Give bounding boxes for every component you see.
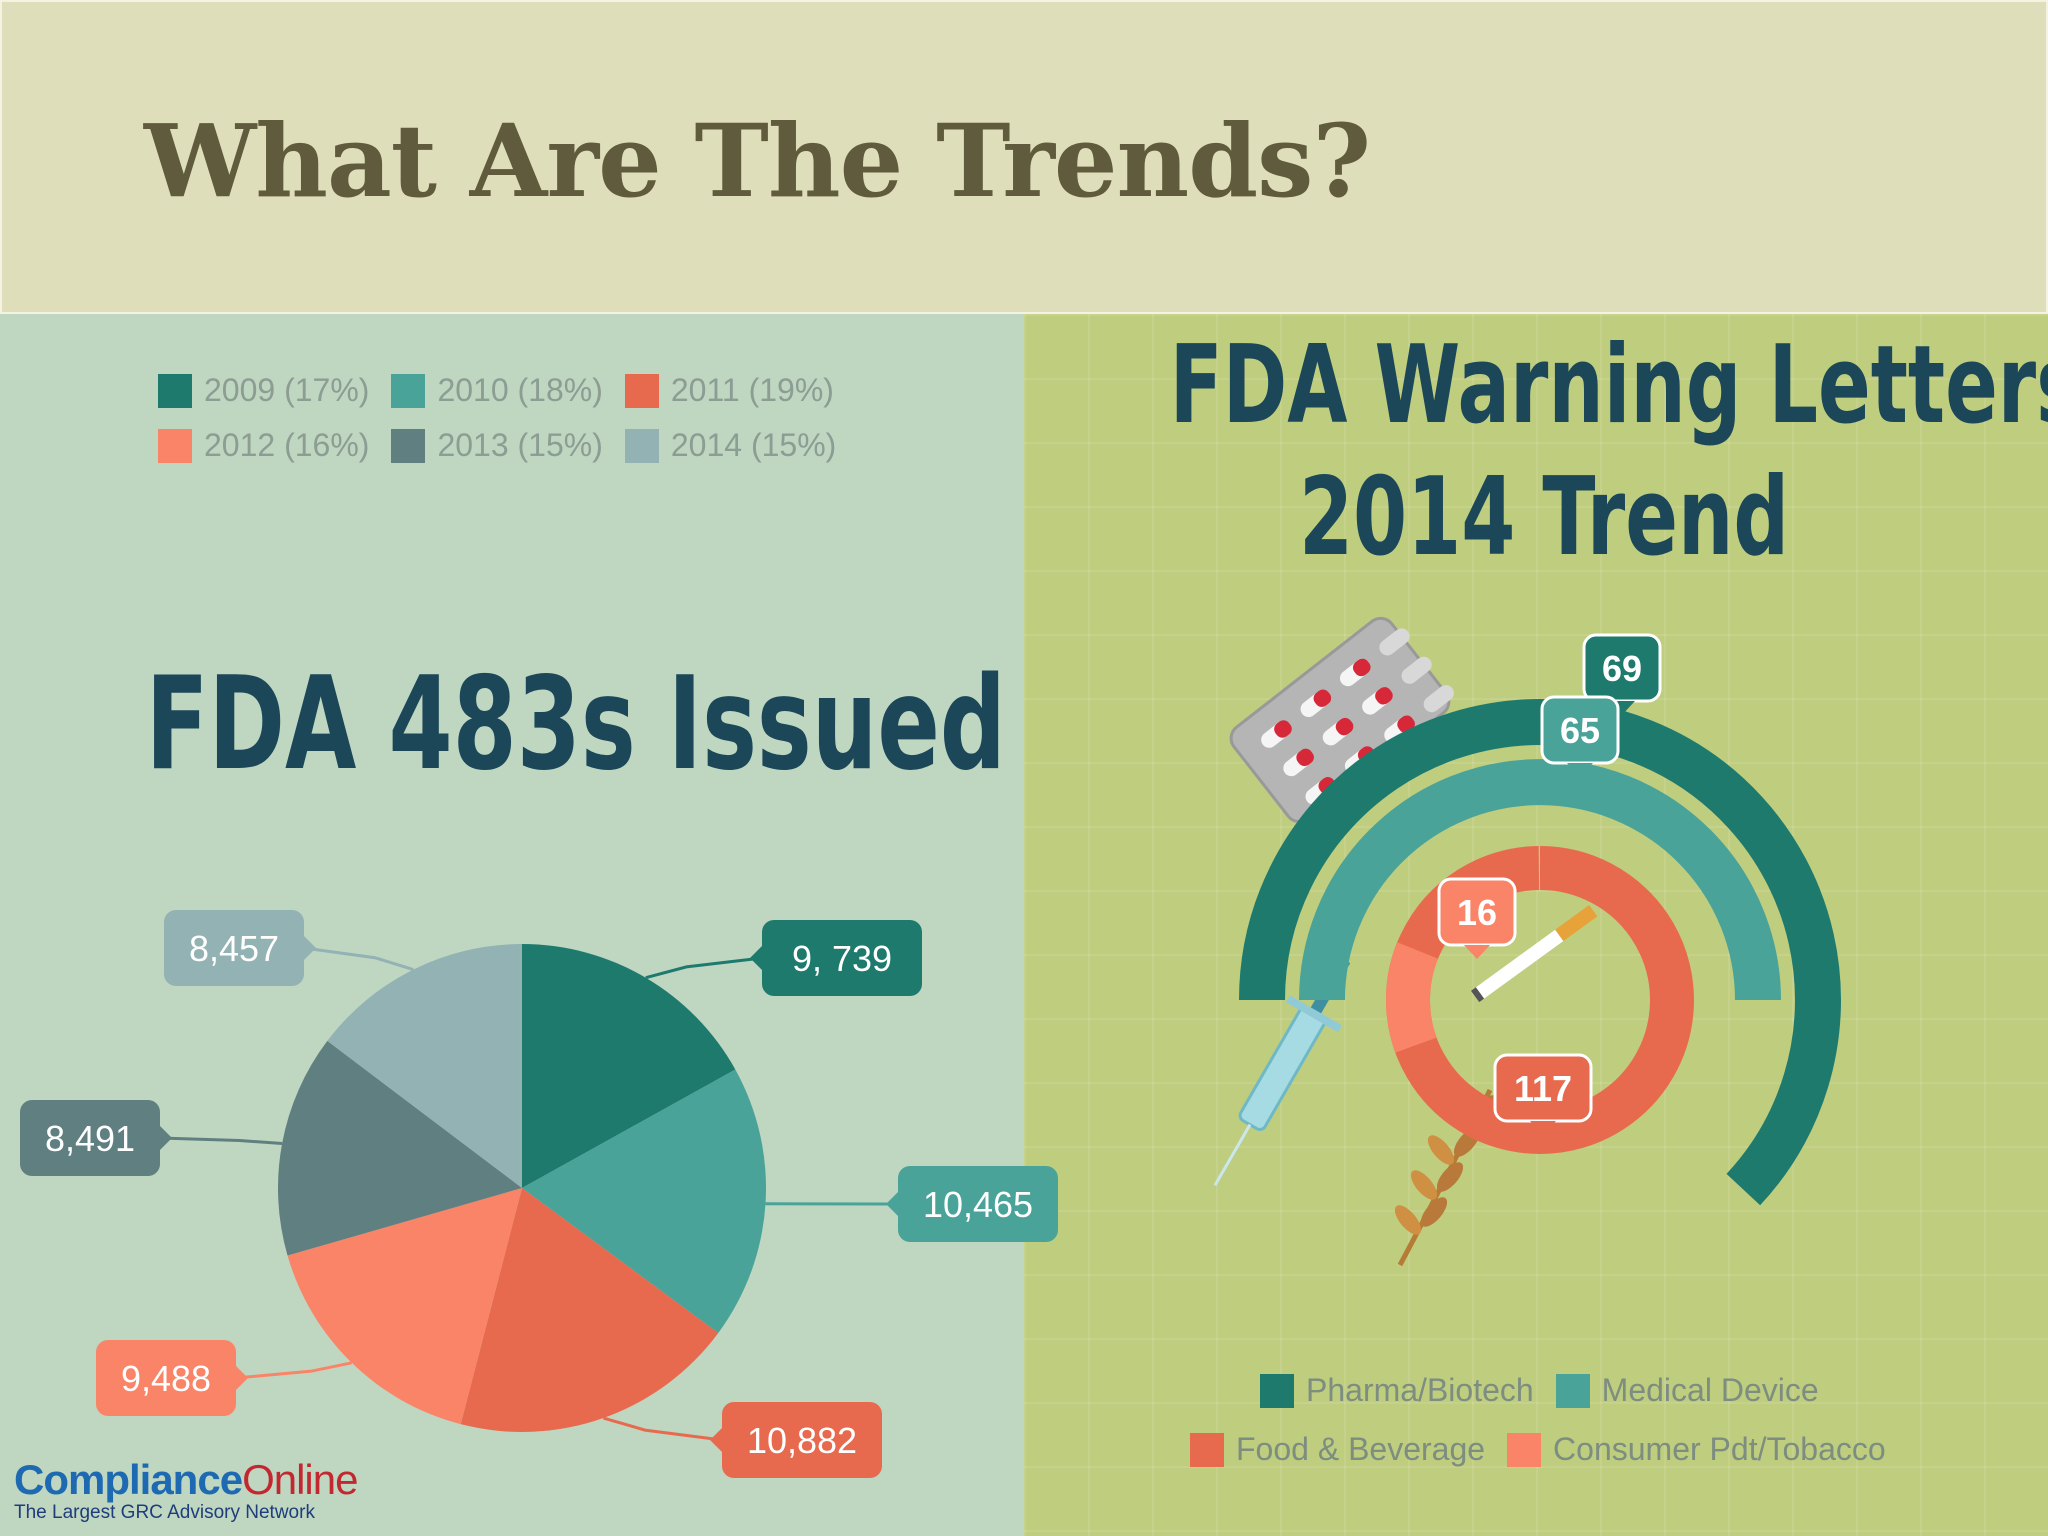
radial-bar [1239,699,1841,1206]
title-bar: What Are The Trends? [0,0,2048,314]
legend-label: Pharma/Biotech [1306,1372,1534,1408]
legend-swatch [391,428,426,463]
radial-value-label: 69 [1602,648,1642,689]
legend-label: 2010 (18%) [437,372,603,408]
callout-pointer [160,1126,172,1150]
slide-title: What Are The Trends? [144,102,1371,220]
radial-bar [1386,942,1439,1053]
callout-pointer [750,946,762,970]
legend-swatch [158,373,192,408]
legend-item-medical-device: Medical Device [1555,1372,1819,1409]
callout-pointer [1530,1121,1556,1135]
slice-callout [164,910,304,986]
legend-label: 2009 (17%) [204,372,370,408]
legend-label: 2012 (16%) [204,427,370,463]
legend-label: 2014 (15%) [670,427,837,463]
callout-pointer [236,1366,248,1390]
leader-line [303,946,414,972]
pie-slice [287,1188,522,1425]
legend-swatch [1260,1373,1294,1408]
legend-item-consumer-tobacco: Consumer Pdt/Tobacco [1507,1431,1886,1468]
leader-line [645,956,763,980]
callout-pointer [304,936,316,960]
callout-pointer [1464,945,1490,959]
radial-bar [1299,759,1781,1001]
slice-callout [722,1402,882,1478]
legend-label: Medical Device [1601,1372,1819,1408]
logo-wordmark: ComplianceOnline [14,1456,359,1504]
callout-pointer [710,1428,722,1452]
slice-callout [898,1166,1058,1242]
legend-swatch [624,428,659,463]
pill-pack-icon [1229,616,1454,824]
warning-letters-title-line1: FDA Warning Letters [1169,323,2048,448]
pie-legend: 2009 (17%) 2010 (18%) 2011 (19%) 2012 (16%)… [158,372,836,464]
pie-slice [522,944,736,1188]
slice-value-label: 10,882 [747,1420,857,1461]
logo-tagline: The Largest GRC Advisory Network [14,1502,315,1523]
leader-line [235,1361,353,1380]
legend-item-3: 2012 (16%) [158,427,369,464]
radial-value-label: 117 [1514,1068,1572,1109]
pie-chart-title: FDA 483s Issued [145,650,1006,799]
legend-swatch [624,373,659,408]
legend-item-food-beverage: Food & Beverage [1190,1431,1485,1468]
legend-item-pharma: Pharma/Biotech [1260,1372,1534,1409]
legend-label: Food & Beverage [1236,1431,1486,1467]
legend-swatch [1555,1373,1590,1408]
slice-callout [762,920,922,996]
complianceonline-logo: ComplianceOnline The Largest GRC Advisor… [14,1456,359,1524]
slice-value-label: 9, 739 [792,938,892,979]
pie-slice [522,1069,766,1333]
legend-item-5: 2014 (15%) [624,427,837,464]
legend-swatch [1507,1432,1542,1467]
legend-item-2: 2011 (19%) [624,372,836,409]
callout-pointer [1567,763,1593,777]
legend-label: Consumer Pdt/Tobacco [1553,1431,1886,1467]
legend-swatch [158,428,192,463]
callout-pointer [886,1192,898,1216]
leader-line [603,1416,723,1442]
cigarette-icon [1471,905,1598,1003]
legend-swatch [391,373,426,408]
legend-swatch [1190,1432,1224,1467]
radial-value-label: 16 [1457,892,1497,933]
slice-value-label: 9,488 [121,1358,211,1399]
pie-slice [278,1040,522,1256]
legend-label: 2011 (19%) [670,372,834,408]
pie-slice [327,944,522,1188]
logo-name-part1: Compliance [14,1456,243,1503]
logo-name-part2: nline [273,1456,359,1503]
legend-item-0: 2009 (17%) [158,372,369,409]
slice-value-label: 8,457 [189,928,279,969]
leader-line [159,1136,283,1146]
slice-callout [96,1340,236,1416]
logo-o-mark: O [242,1456,275,1503]
warning-letters-legend: Pharma/Biotech Medical Device Food & Bev… [1190,1372,1886,1468]
legend-item-4: 2013 (15%) [391,427,603,464]
radial-value-label: 65 [1560,710,1600,751]
legend-item-1: 2010 (18%) [391,372,603,409]
slice-value-label: 8,491 [45,1118,135,1159]
warning-letters-title-line2: 2014 Trend [1298,455,1790,580]
warning-letters-title: FDA Warning Letters 2014 Trend [1169,320,2048,584]
legend-label: 2013 (15%) [437,427,603,463]
slice-callout [20,1100,160,1176]
warning-letters-panel [1024,314,2048,1536]
slice-value-label: 10,465 [923,1184,1033,1225]
pie-slice [460,1188,719,1432]
